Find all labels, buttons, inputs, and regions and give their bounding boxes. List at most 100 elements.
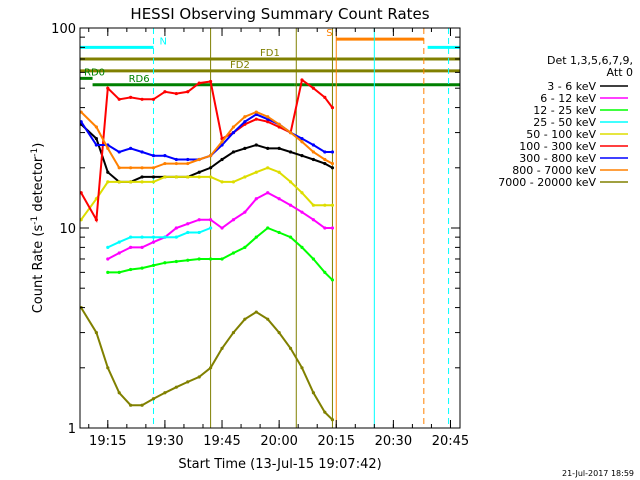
data-point [174, 226, 178, 230]
data-point [311, 86, 316, 90]
data-point [197, 218, 201, 222]
data-point [243, 115, 247, 119]
series-line [80, 110, 333, 169]
flag-label: FD2 [230, 60, 250, 71]
data-point [266, 120, 270, 124]
legend-header: Att 0 [607, 66, 633, 79]
data-point [151, 240, 156, 244]
y-tick-label: 10 [59, 222, 76, 237]
data-point [209, 154, 213, 158]
data-point [323, 270, 327, 274]
x-axis-label: Start Time (13-Jul-15 19:07:42) [178, 457, 381, 472]
legend-label: 12 - 25 keV [533, 104, 596, 117]
data-point [243, 245, 247, 249]
data-point [163, 154, 167, 158]
data-point [197, 175, 201, 179]
data-point [311, 150, 316, 154]
data-point [151, 154, 156, 158]
data-point [106, 86, 110, 90]
data-point [129, 95, 133, 99]
data-point [140, 245, 144, 249]
data-point [277, 230, 281, 235]
y-axis-label: Count Rate (s-1 detector-1) [30, 143, 46, 314]
data-point [277, 170, 281, 174]
data-point [300, 191, 304, 195]
x-axis: 19:15 19:30 19:45 20:00 20:15 20:30 20:45 [88, 28, 469, 449]
data-point [209, 218, 213, 222]
legend-label: 25 - 50 keV [533, 116, 596, 129]
data-point [140, 180, 144, 184]
x-tick-label: 19:15 [89, 434, 126, 449]
data-point [323, 203, 327, 207]
x-tick-label: 20:30 [375, 434, 412, 449]
date-stamp: 21-Jul-2017 18:59 [562, 469, 634, 478]
data-point [129, 245, 133, 249]
data-point [197, 375, 201, 379]
data-point [288, 346, 293, 351]
data-point [266, 115, 270, 119]
data-point [266, 166, 270, 170]
data-point [197, 257, 201, 261]
data-point [277, 146, 281, 151]
data-point [209, 79, 213, 84]
data-point [231, 330, 236, 335]
data-point [186, 157, 190, 162]
data-point [288, 130, 293, 135]
data-point [151, 397, 156, 401]
x-tick-label: 20:45 [432, 434, 469, 449]
data-point [300, 78, 304, 82]
data-point [231, 125, 236, 129]
data-point [117, 97, 121, 101]
data-point [106, 270, 110, 274]
data-point [174, 235, 178, 239]
legend-label: 50 - 100 keV [526, 128, 596, 141]
data-point [129, 235, 133, 239]
data-point [243, 120, 247, 124]
data-point [220, 346, 224, 351]
data-point [186, 161, 190, 166]
data-point [277, 125, 281, 129]
data-point [254, 112, 258, 116]
data-point [140, 150, 144, 154]
x-tick-label: 19:30 [146, 434, 183, 449]
data-point [94, 143, 98, 147]
data-point [94, 218, 98, 222]
data-point [330, 226, 335, 230]
data-point [311, 218, 316, 222]
data-point [140, 166, 144, 170]
data-point [288, 150, 293, 154]
data-point [129, 166, 133, 170]
data-point [300, 154, 304, 158]
legend-label: 100 - 300 keV [519, 140, 596, 153]
data-point [254, 197, 258, 201]
data-point [243, 175, 247, 179]
data-point [277, 197, 281, 201]
data-point [311, 143, 316, 147]
data-point [220, 257, 224, 261]
y-axis: 1 10 100 [51, 22, 460, 437]
data-point [106, 180, 110, 184]
data-point [106, 245, 110, 249]
data-point [163, 261, 167, 265]
legend-label: 3 - 6 keV [547, 80, 596, 93]
series-line [80, 78, 334, 223]
x-tick-label: 20:15 [318, 434, 355, 449]
data-point [220, 157, 224, 162]
data-point [174, 175, 178, 179]
data-point [117, 166, 121, 170]
data-point [330, 278, 335, 282]
data-point [151, 263, 156, 268]
data-point [220, 140, 224, 144]
data-point [311, 391, 316, 395]
data-point [209, 166, 213, 170]
data-point [254, 143, 258, 147]
data-point [311, 257, 316, 261]
data-point [151, 180, 156, 184]
data-point [311, 157, 316, 162]
legend-label: 800 - 7000 keV [512, 164, 596, 177]
data-point [140, 235, 144, 239]
data-point [163, 161, 167, 166]
data-point [186, 380, 190, 384]
